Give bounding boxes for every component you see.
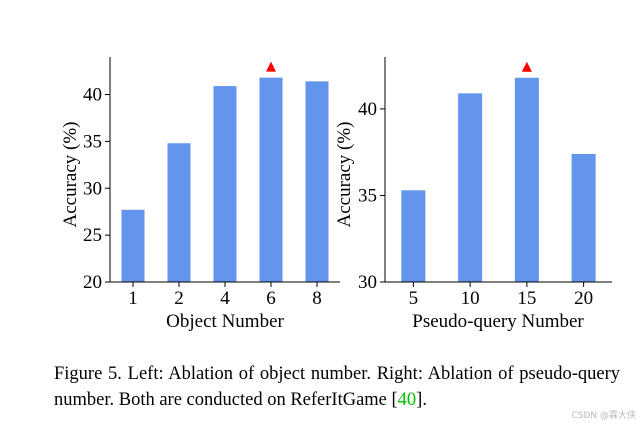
best-marker-triangle-icon <box>266 61 276 72</box>
y-tick-label: 30 <box>83 178 102 199</box>
x-tick-label: 15 <box>517 288 536 309</box>
bar-2 <box>167 143 191 282</box>
bar-5 <box>401 190 426 282</box>
x-tick-label: 5 <box>409 288 419 309</box>
figure-caption: Figure 5. Left: Ablation of object numbe… <box>54 361 620 413</box>
x-tick-label: 1 <box>128 288 138 309</box>
chart-right-pseudo-query-number: 5 10 15 20 30 35 40 Pseudo-query Number Accuracy… <box>334 57 612 332</box>
bar-4 <box>213 86 237 282</box>
citation-link[interactable]: 40 <box>397 390 417 410</box>
figure: 1 2 4 6 8 20 25 30 35 40 Object Number Accuracy (%)… <box>60 57 612 332</box>
y-axis-title: Accuracy (%) <box>60 121 81 227</box>
caption-text-end: ]. <box>416 390 427 410</box>
x-tick-label: 6 <box>266 288 276 309</box>
best-marker-triangle-icon <box>521 61 532 72</box>
chart-left-object-number: 1 2 4 6 8 20 25 30 35 40 Object Number Accuracy (%) <box>60 57 340 332</box>
y-axis-title: Accuracy (%) <box>334 121 355 227</box>
x-tick-label: 8 <box>312 288 322 309</box>
y-tick-label: 20 <box>83 272 102 293</box>
y-tick-label: 30 <box>358 272 377 293</box>
caption-text: Figure 5. Left: Ablation of object numbe… <box>54 364 620 410</box>
y-tick-label: 25 <box>83 225 102 246</box>
bar-8 <box>305 81 329 282</box>
bar-15 <box>514 77 539 283</box>
x-tick-label: 2 <box>174 288 184 309</box>
bar-1 <box>121 209 145 282</box>
x-tick-label: 10 <box>461 288 480 309</box>
y-tick-label: 35 <box>358 185 377 206</box>
x-tick-label: 4 <box>220 288 230 309</box>
x-axis-title: Pseudo-query Number <box>412 311 584 332</box>
y-tick-label: 35 <box>83 131 102 152</box>
bar-6 <box>259 77 283 282</box>
x-axis-title: Object Number <box>166 311 284 332</box>
bar-20 <box>571 153 596 282</box>
y-tick-label: 40 <box>83 85 102 106</box>
y-tick-label: 40 <box>358 99 377 120</box>
bar-10 <box>458 93 483 282</box>
watermark: CSDN @霖大侠 <box>571 411 636 421</box>
x-tick-label: 20 <box>574 288 593 309</box>
